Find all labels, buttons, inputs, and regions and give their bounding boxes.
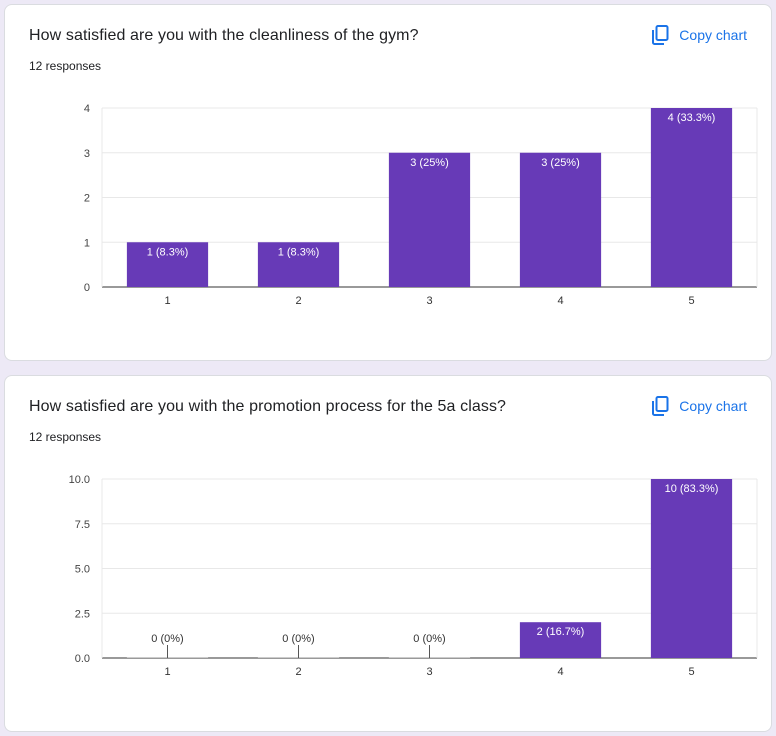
copy-chart-label: Copy chart (679, 398, 747, 414)
data-label: 0 (0%) (413, 633, 445, 645)
x-tick-label: 2 (295, 295, 301, 307)
bar-chart: 0.0 2.5 5.0 7.5 10.0 0 (0%) 1 0 (0%) 2 0 (0%) 3 2 (… (69, 474, 758, 678)
x-tick-label: 3 (426, 295, 432, 307)
y-tick-label: 3 (84, 148, 90, 160)
data-label: 10 (83.3%) (665, 483, 719, 495)
bar (519, 622, 602, 658)
response-count: 12 responses (29, 59, 102, 73)
y-tick-label: 2 (84, 193, 90, 205)
x-tick-label: 1 (164, 295, 170, 307)
data-label: 0 (0%) (282, 633, 314, 645)
bar (388, 152, 471, 287)
data-label: 3 (25%) (410, 157, 449, 169)
bar (650, 108, 733, 287)
chart-card-cleanliness: How satisfied are you with the cleanline… (4, 4, 772, 361)
x-tick-label: 1 (164, 666, 170, 678)
x-tick-label: 2 (295, 666, 301, 678)
question-title: How satisfied are you with the cleanline… (29, 27, 419, 44)
response-count: 12 responses (29, 430, 102, 444)
y-tick-label: 0 (84, 282, 90, 294)
copy-chart-label: Copy chart (679, 27, 747, 43)
copy-chart-button[interactable]: Copy chart (651, 25, 747, 45)
x-tick-label: 4 (557, 295, 563, 307)
data-label: 4 (33.3%) (668, 112, 716, 124)
x-tick-label: 4 (557, 666, 563, 678)
x-tick-label: 3 (426, 666, 432, 678)
data-label: 1 (8.3%) (278, 246, 320, 258)
data-label: 3 (25%) (541, 157, 580, 169)
y-tick-label: 10.0 (69, 474, 90, 486)
data-label: 1 (8.3%) (147, 246, 189, 258)
bar (126, 242, 209, 287)
y-tick-label: 0.0 (75, 653, 90, 665)
data-label: 2 (16.7%) (537, 626, 585, 638)
bar (519, 152, 602, 287)
y-tick-label: 2.5 (75, 608, 90, 620)
bar (257, 242, 340, 287)
copy-chart-button[interactable]: Copy chart (651, 396, 747, 416)
data-label: 0 (0%) (151, 633, 183, 645)
y-tick-label: 1 (84, 237, 90, 249)
y-tick-label: 7.5 (75, 519, 90, 531)
x-tick-label: 5 (688, 666, 694, 678)
copy-icon (651, 396, 669, 416)
bar-chart: 0 1 2 3 4 1 (8.3%) 1 1 (8.3%) 2 3 (25%) 3 3 (25%) 4 4… (84, 103, 758, 307)
y-tick-label: 4 (84, 103, 90, 115)
copy-icon (651, 25, 669, 45)
bar (650, 479, 733, 658)
question-title: How satisfied are you with the promotion… (29, 398, 507, 415)
chart-card-promotion: How satisfied are you with the promotion… (4, 375, 772, 732)
y-tick-label: 5.0 (75, 564, 90, 576)
x-tick-label: 5 (688, 295, 694, 307)
